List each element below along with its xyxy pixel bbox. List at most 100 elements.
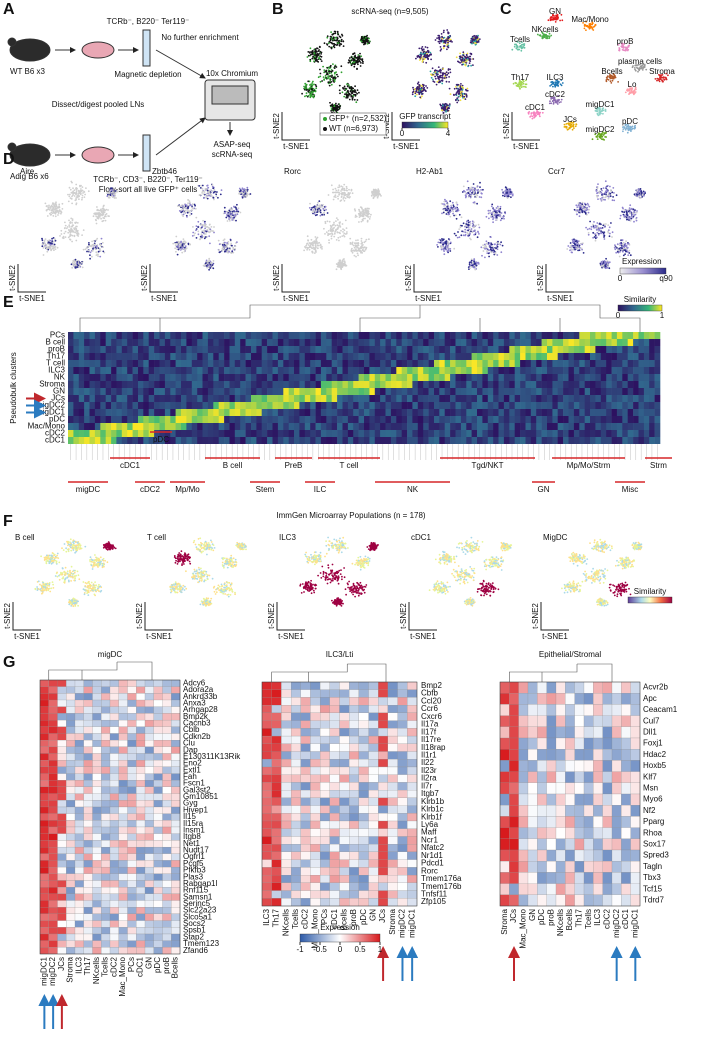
tsne-point [334,233,336,235]
cluster-label: Stroma [649,67,675,76]
tsne-point [496,244,498,246]
tsne-point [363,247,365,249]
panel-label: B [272,1,284,18]
tsne-point [101,238,103,240]
tsne-point [599,113,601,115]
tsne-point [420,54,422,56]
tsne-point [315,236,317,238]
tsne-point [360,55,362,57]
tsne-point [608,267,610,269]
tsne-point [197,226,199,228]
tsne-point [208,195,210,197]
tsne-point [516,85,518,87]
tsne-point [303,86,305,88]
tsne-point [446,81,448,83]
tsne-point [342,41,344,43]
tsne-point [228,241,230,243]
tsne-point [560,83,562,85]
tsne-point [625,92,627,94]
tsne-point [204,228,206,230]
tsne-point [310,243,312,245]
tsne-point [329,78,331,80]
tsne-point [320,215,322,217]
tsne-point [605,258,607,260]
tsne-point [354,99,356,101]
tsne-point [175,251,177,253]
tsne-point [447,39,449,41]
label: GFP transcript [399,112,451,121]
tsne-point [537,114,539,116]
label: TCRb⁻, CD3⁻, B220⁻, Ter119⁻ [93,175,203,184]
tsne-point [70,189,72,191]
tsne-point [330,31,332,33]
tsne-point [464,229,466,231]
tsne-point [497,207,499,209]
tsne-point [446,29,448,31]
tsne-point [106,195,108,197]
tsne-point [441,238,443,240]
tsne-point [361,36,363,38]
tsne-point [439,41,441,43]
tsne-point [75,259,77,261]
tsne-point [338,184,340,186]
tsne-point [364,43,366,45]
tsne-point [231,218,233,220]
tsne-point [226,249,228,251]
tsne-point [68,201,70,203]
tsne-point [592,138,594,140]
tsne-point [320,53,322,55]
tsne-point [467,180,469,182]
tsne-point [339,85,341,87]
tsne-point [189,215,191,217]
tsne-point [606,77,608,79]
tsne-point [475,232,477,234]
tsne-point [250,193,252,195]
tsne-point [359,214,361,216]
tsne-point [182,205,184,207]
axis-arrows [18,264,46,292]
tsne-point [207,198,209,200]
tsne-point [455,99,457,101]
cluster-label: NKcells [531,25,558,34]
tsne-point [354,85,356,87]
tsne-point [76,187,78,189]
tsne-point [352,192,354,194]
tsne-point [315,85,317,87]
tsne-point [419,57,421,59]
tsne-point [218,240,220,242]
tsne-point [521,44,523,46]
tsne-point [312,92,314,94]
tsne-point [191,213,193,215]
tsne-point [194,204,196,206]
tsne-point [201,226,203,228]
tsne-point [318,209,320,211]
tsne-point [338,189,340,191]
tsne-point [208,235,210,237]
tsne-point [320,81,322,83]
tsne-point [457,231,459,233]
tsne-point [340,200,342,202]
tsne-point [236,241,238,243]
tsne-point [321,60,323,62]
tsne-point [215,194,217,196]
tsne-point [354,61,356,63]
tsne-point [44,240,46,242]
tsne-point [595,110,597,112]
tsne-point [425,51,427,53]
tsne-point [339,107,341,109]
tsne-point [510,191,512,193]
tsne-point [362,220,364,222]
tsne-point [342,198,344,200]
tsne-point [315,211,317,213]
tsne-point [441,36,443,38]
tsne-point [605,136,607,138]
tsne-point [459,214,461,216]
tsne-point [58,204,60,206]
tsne-point [442,75,444,77]
tsne-point [335,106,337,108]
tsne-point [230,243,232,245]
tsne-point [98,214,100,216]
tsne-point [450,93,452,95]
tsne-point [344,188,346,190]
tsne-point [335,188,337,190]
